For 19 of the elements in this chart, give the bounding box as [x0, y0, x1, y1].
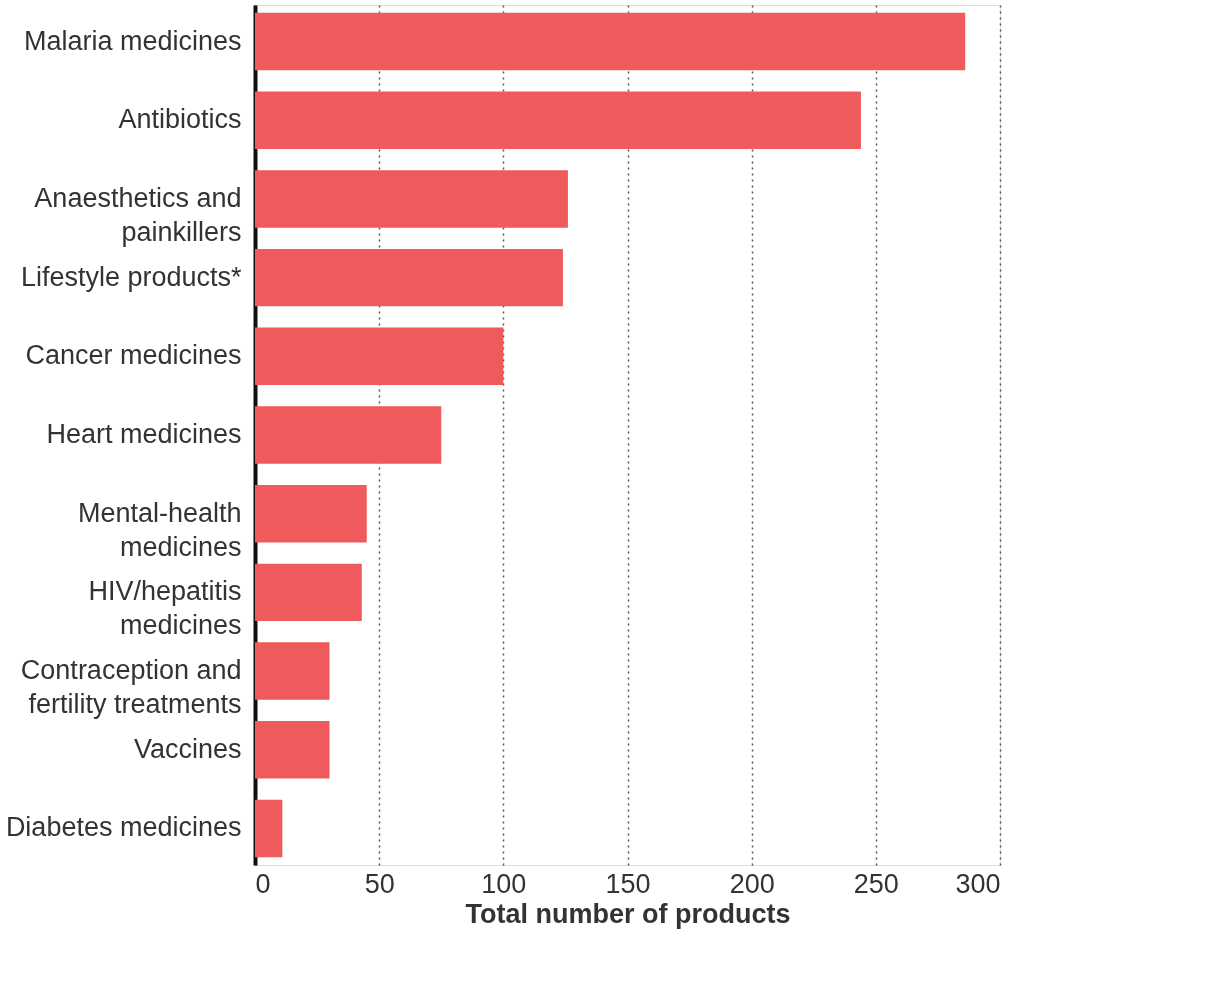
- x-tick-label: 200: [729, 868, 775, 899]
- y-tick-label: Cancer medicines: [25, 340, 242, 371]
- y-tick-label: Contraception and fertility treatments: [20, 655, 242, 720]
- y-tick-label: Mental-health medicines: [77, 497, 242, 562]
- x-tick-label: 100: [481, 868, 527, 899]
- y-tick-label: Anaesthetics and painkillers: [34, 182, 242, 247]
- x-tick-label: 50: [364, 868, 395, 899]
- x-tick-label: 250: [853, 868, 899, 899]
- y-tick-label: Lifestyle products*: [20, 261, 242, 292]
- y-tick-label: Heart medicines: [46, 419, 242, 449]
- y-tick-label: Diabetes medicines: [5, 812, 242, 843]
- x-axis-title: Total number of products: [465, 898, 791, 929]
- y-tick-label: HIV/hepatitis medicines: [88, 576, 242, 641]
- y-tick-label: Vaccines: [133, 733, 242, 764]
- x-tick-label: 300: [955, 868, 1001, 899]
- x-tick-label: 150: [605, 868, 651, 899]
- x-tick-label: 0: [255, 868, 271, 899]
- y-tick-label: Antibiotics: [118, 104, 242, 135]
- y-tick-label: Malaria medicines: [23, 25, 242, 56]
